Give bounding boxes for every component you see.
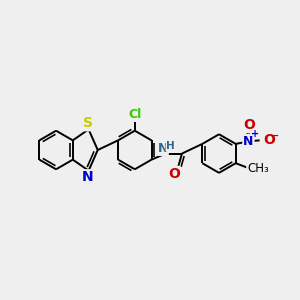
Text: O: O	[263, 134, 275, 147]
Text: CH₃: CH₃	[247, 162, 269, 175]
Text: N: N	[243, 135, 254, 148]
Text: N: N	[82, 170, 93, 184]
Text: +: +	[251, 129, 260, 139]
Text: H: H	[167, 141, 175, 151]
Text: O: O	[244, 118, 255, 132]
Text: N: N	[158, 142, 168, 155]
Text: −: −	[270, 131, 280, 141]
Text: Cl: Cl	[128, 108, 141, 121]
Text: O: O	[168, 167, 180, 181]
Text: S: S	[82, 116, 93, 130]
